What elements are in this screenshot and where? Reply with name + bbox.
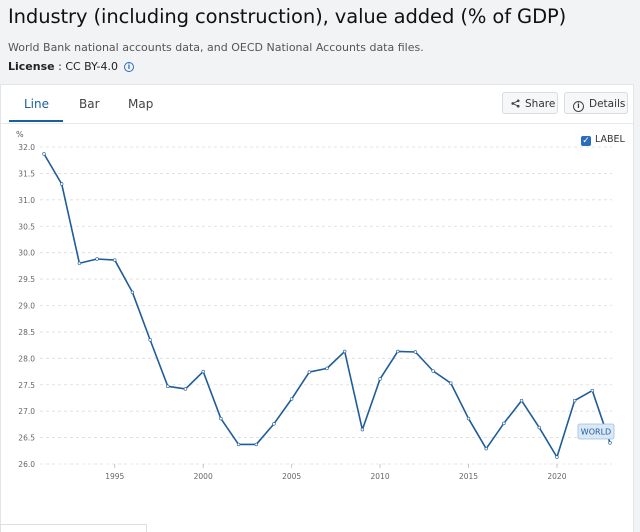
- bottom-panel-tab: [0, 524, 147, 532]
- license-line: License : CC BY-4.0 i: [8, 60, 134, 73]
- details-info-icon: i: [573, 101, 584, 112]
- tab-line[interactable]: Line: [24, 97, 50, 111]
- info-icon[interactable]: i: [124, 62, 134, 72]
- license-separator: :: [54, 60, 66, 73]
- license-label: License: [8, 60, 55, 73]
- page-title: Industry (including construction), value…: [8, 5, 567, 28]
- tab-bar[interactable]: Bar: [79, 97, 100, 111]
- label-toggle[interactable]: ✓ LABEL: [581, 134, 625, 146]
- share-button[interactable]: Share: [502, 92, 558, 114]
- details-button[interactable]: i Details: [564, 92, 628, 114]
- chart-tabs: Line Bar Map Share i Details: [1, 85, 633, 123]
- label-checkbox[interactable]: ✓: [581, 136, 591, 146]
- active-tab-indicator: [9, 120, 63, 122]
- tab-map[interactable]: Map: [128, 97, 154, 111]
- label-toggle-text: LABEL: [595, 134, 625, 145]
- share-label: Share: [525, 98, 556, 110]
- source-note: World Bank national accounts data, and O…: [8, 41, 424, 54]
- tab-divider: [1, 123, 633, 124]
- details-label: Details: [589, 98, 626, 110]
- share-icon: [511, 94, 520, 116]
- chart-card: Line Bar Map Share i Details ✓ LABEL: [0, 84, 634, 532]
- license-value: CC BY-4.0: [65, 60, 118, 73]
